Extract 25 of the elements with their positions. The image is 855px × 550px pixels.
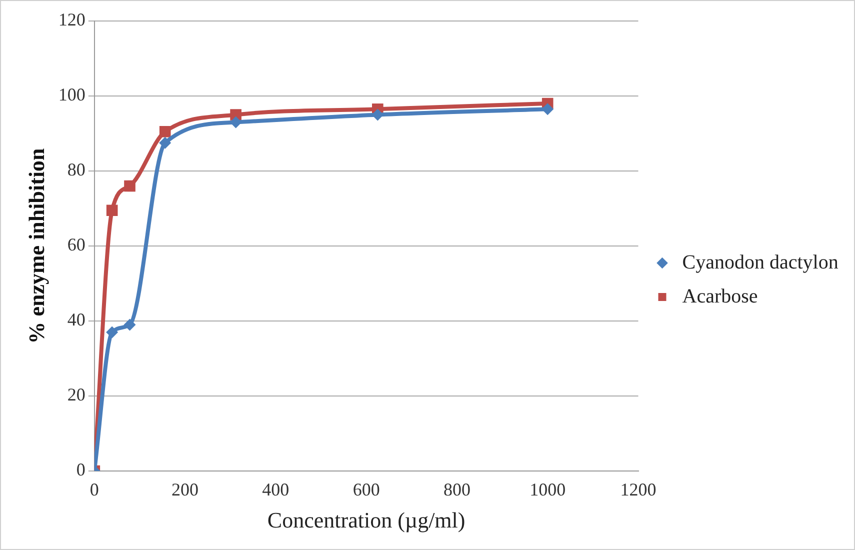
x-tick-label: 800 (443, 480, 470, 500)
legend-label: Cyanodon dactylon (682, 251, 838, 274)
x-tick-label: 0 (90, 480, 99, 500)
point (159, 136, 172, 149)
point (542, 103, 554, 116)
point (106, 326, 118, 338)
point (106, 204, 118, 216)
y-tick-label: 120 (58, 10, 86, 30)
x-tick-label: 200 (172, 480, 199, 500)
y-tick-label: 100 (58, 84, 86, 105)
x-tick-label: 600 (352, 480, 380, 500)
y-tick-label: 40 (67, 310, 86, 330)
y-tick-label: 0 (76, 460, 86, 480)
point (124, 318, 136, 331)
y-tick-label: 80 (67, 160, 86, 180)
legend-label: Acarbose (682, 285, 758, 308)
x-axis-title: Concentration (µg/ml) (267, 508, 466, 533)
y-tick-label: 60 (67, 234, 86, 255)
point (159, 126, 171, 138)
x-tick-label: 1200 (620, 480, 656, 500)
y-tick-label: 20 (67, 384, 86, 405)
point (124, 180, 136, 192)
x-tick-label: 1000 (530, 480, 566, 500)
x-tick-label: 400 (262, 480, 290, 500)
y-axis-title: % enzyme inhibition (24, 148, 49, 344)
